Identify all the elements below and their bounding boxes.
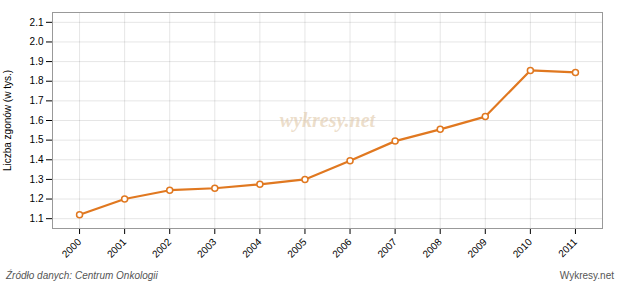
svg-text:2004: 2004 xyxy=(240,236,264,260)
svg-text:2003: 2003 xyxy=(195,236,219,260)
svg-text:1.2: 1.2 xyxy=(30,193,44,204)
html-text:Źródło danych: Centrum Onkolog: Źródło danych: Centrum Onkologii xyxy=(6,270,158,281)
svg-text:2000: 2000 xyxy=(60,236,84,260)
svg-text:2005: 2005 xyxy=(285,236,309,260)
svg-text:2001: 2001 xyxy=(105,236,129,260)
svg-text:1.6: 1.6 xyxy=(30,115,44,126)
svg-text:1.9: 1.9 xyxy=(30,56,44,67)
svg-text:Liczba zgonów (w tys.): Liczba zgonów (w tys.) xyxy=(2,70,13,171)
svg-text:2002: 2002 xyxy=(150,236,174,260)
svg-text:2007: 2007 xyxy=(375,236,399,260)
svg-text:1.7: 1.7 xyxy=(30,95,44,106)
svg-text:2008: 2008 xyxy=(420,236,444,260)
svg-text:1.1: 1.1 xyxy=(30,213,44,224)
svg-text:1.4: 1.4 xyxy=(30,154,44,165)
svg-text:2.1: 2.1 xyxy=(30,17,44,28)
svg-text:1.5: 1.5 xyxy=(30,134,44,145)
svg-text:2009: 2009 xyxy=(465,236,489,260)
svg-text:2011: 2011 xyxy=(556,236,579,259)
svg-text:2006: 2006 xyxy=(330,236,354,260)
svg-text:2010: 2010 xyxy=(511,236,535,260)
html-text:Wykresy.net: Wykresy.net xyxy=(559,270,614,281)
svg-text:2.0: 2.0 xyxy=(30,36,44,47)
svg-text:1.8: 1.8 xyxy=(30,75,44,86)
svg-text:wykresy.net: wykresy.net xyxy=(280,109,377,132)
svg-text:1.3: 1.3 xyxy=(30,174,44,185)
